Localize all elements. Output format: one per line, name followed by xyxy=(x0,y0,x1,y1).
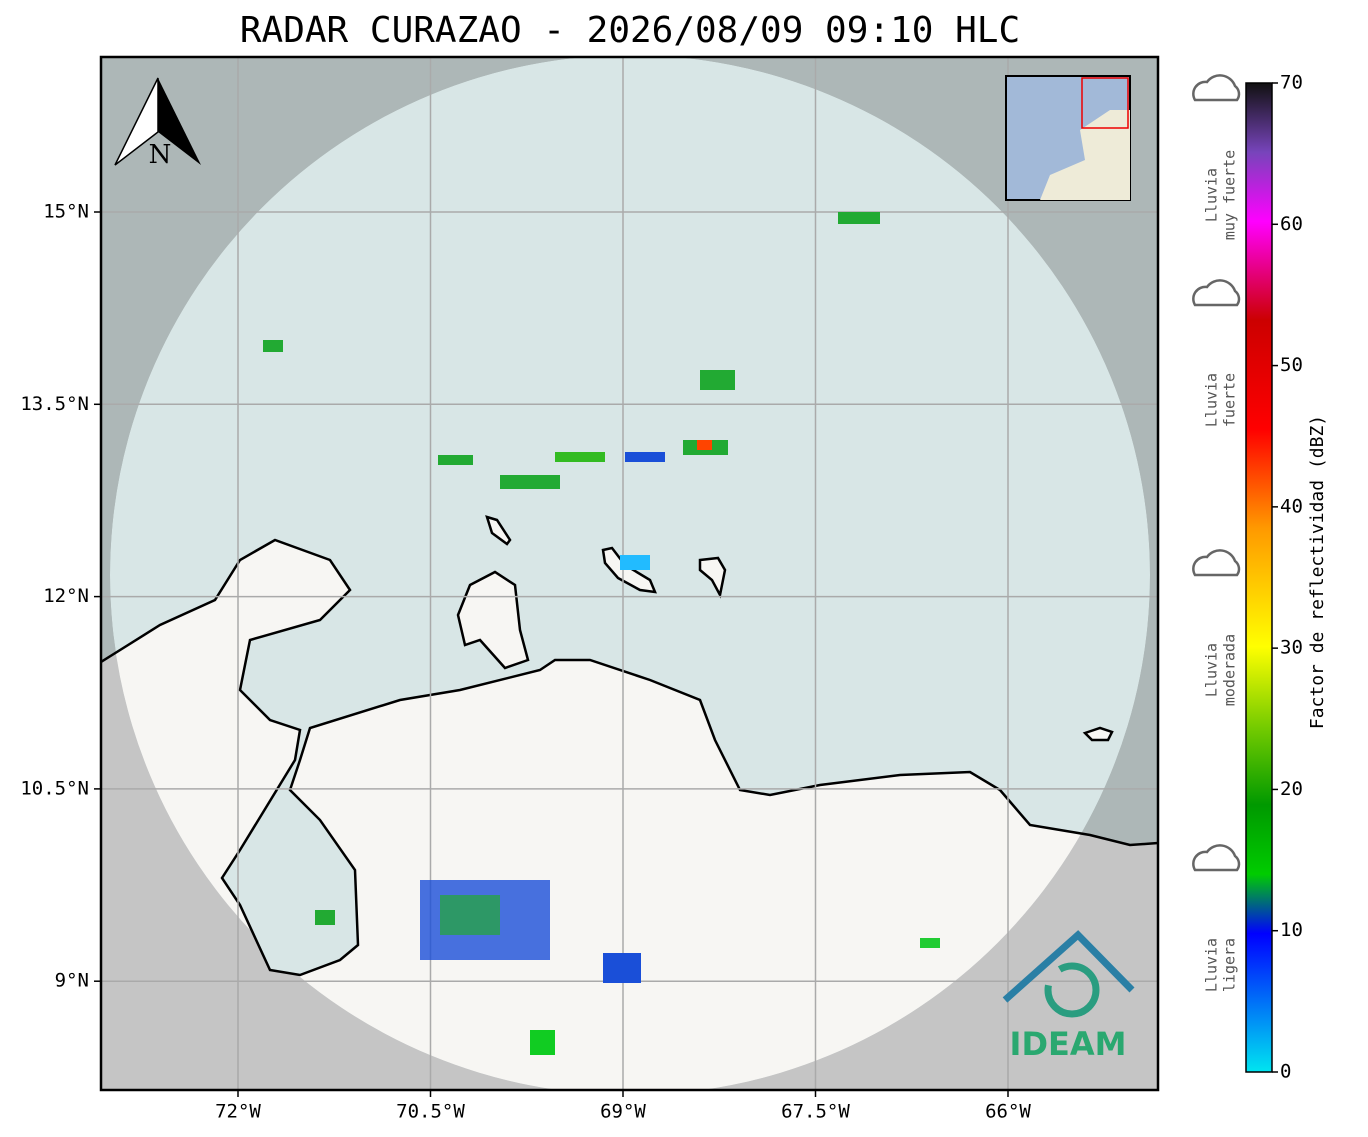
lon-label: 70.5°W xyxy=(396,1101,465,1123)
colorbar-tick-label: 40 xyxy=(1280,495,1303,517)
echo xyxy=(838,212,880,224)
legend-text: moderada xyxy=(1221,634,1239,706)
coastline xyxy=(101,538,1158,977)
cloud-icon xyxy=(1192,549,1241,577)
echo xyxy=(530,1030,555,1055)
map-frame xyxy=(99,55,1160,1092)
legend-text: muy fuerte xyxy=(1221,150,1239,240)
echo xyxy=(620,555,650,570)
echo xyxy=(263,340,283,352)
colorbar-label: Factor de reflectividad (dBZ) xyxy=(1307,415,1328,729)
colorbar-tick-label: 20 xyxy=(1280,778,1303,800)
logo-text: IDEAM xyxy=(1010,1025,1127,1063)
echo xyxy=(555,452,605,462)
colorbar-tick-label: 30 xyxy=(1280,637,1303,659)
lat-label: 15°N xyxy=(43,201,89,223)
lon-label: 67.5°W xyxy=(781,1101,850,1123)
land-inside xyxy=(110,540,1150,1090)
north-arrow-right xyxy=(158,78,201,165)
logo-swirl xyxy=(1044,962,1100,1018)
colorbar-tick-label: 10 xyxy=(1280,919,1303,941)
title: RADAR CURAZAO - 2026/08/09 09:10 HLC xyxy=(240,10,1020,51)
north-label: N xyxy=(149,140,172,170)
cloud-icon xyxy=(1192,74,1241,102)
island xyxy=(1082,726,1114,742)
lat-label: 13.5°N xyxy=(20,393,89,415)
cloud-icon xyxy=(1192,279,1241,307)
legend-text: fuerte xyxy=(1221,373,1239,427)
echo xyxy=(440,895,500,935)
aruba xyxy=(485,515,512,546)
colorbar-tick-label: 50 xyxy=(1280,354,1303,376)
echo xyxy=(920,938,940,948)
lat-label: 9°N xyxy=(55,970,89,992)
lon-label: 66°W xyxy=(985,1101,1031,1123)
cloud-icon xyxy=(1192,844,1241,872)
legend-text: ligera xyxy=(1221,938,1239,992)
legend-text: Lluvia xyxy=(1203,643,1221,697)
radar-echoes xyxy=(263,212,940,1055)
colorbar-tick-label: 70 xyxy=(1280,72,1303,94)
echo xyxy=(438,455,473,465)
echo xyxy=(625,452,665,462)
lat-label: 10.5°N xyxy=(20,777,89,799)
colorbar-tick-label: 0 xyxy=(1280,1061,1291,1083)
legend-text: Lluvia xyxy=(1203,938,1221,992)
map: N IDEAM xyxy=(101,57,1158,1090)
lat-label: 12°N xyxy=(43,585,89,607)
echo xyxy=(603,953,641,983)
echo xyxy=(315,910,335,925)
inset-land xyxy=(1040,110,1130,200)
lon-label: 72°W xyxy=(215,1101,261,1123)
echo xyxy=(700,370,735,390)
echo xyxy=(500,475,560,489)
bonaire xyxy=(698,556,727,599)
colorbar xyxy=(1245,82,1273,1073)
lon-label: 69°W xyxy=(600,1101,646,1123)
logo-roof xyxy=(1002,930,1135,1003)
legend-text: Lluvia xyxy=(1203,168,1221,222)
legend-text: Lluvia xyxy=(1203,373,1221,427)
colorbar-tick-label: 60 xyxy=(1280,213,1303,235)
echo xyxy=(697,440,712,450)
inset-extent xyxy=(1081,77,1129,129)
